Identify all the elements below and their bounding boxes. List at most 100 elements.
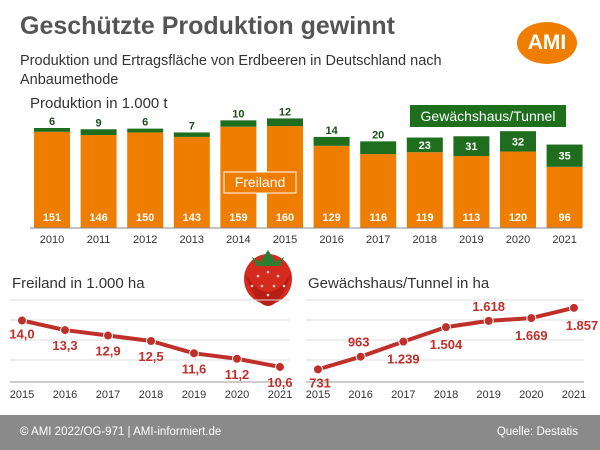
gewaechshaus-area-value-label: 1.504 [430, 337, 463, 352]
gewaechshaus-area-x-tick-label: 2021 [562, 389, 586, 401]
bar-x-tick-label: 2017 [366, 234, 390, 246]
gewaechshaus-area-point [483, 315, 494, 326]
bar-gewaechshaus-label: 35 [558, 151, 570, 163]
bar-x-tick-label: 2020 [506, 234, 530, 246]
gewaechshaus-area-point [526, 313, 537, 324]
freiland-area-point [189, 348, 199, 359]
freiland-area-point [60, 325, 70, 336]
bar-gewaechshaus-label: 7 [189, 120, 195, 132]
bar-freiland-label: 113 [463, 212, 481, 224]
bar-x-tick-label: 2015 [273, 234, 297, 246]
bar-gewaechshaus [173, 132, 210, 137]
gewaechshaus-area-x-tick-label: 2015 [306, 389, 330, 401]
gewaechshaus-area-point [355, 351, 366, 362]
bar-gewaechshaus-label: 14 [325, 125, 338, 137]
gewaechshaus-area-x-tick-label: 2016 [348, 389, 372, 401]
bar-x-tick-label: 2011 [87, 234, 111, 246]
bar-chart-title: Produktion in 1.000 t [30, 95, 168, 112]
bar-freiland-label: 159 [229, 212, 247, 224]
bar-freiland-label: 129 [322, 212, 340, 224]
page-title: Geschützte Produktion gewinnt [20, 12, 396, 40]
gewaechshaus-area-value-label: 1.239 [387, 352, 420, 367]
bar-freiland-label: 143 [183, 212, 201, 224]
legend-freiland-label: Freiland [235, 174, 286, 190]
bar-gewaechshaus-label: 31 [465, 141, 477, 153]
freiland-area-x-tick-label: 2016 [53, 389, 77, 401]
freiland-area-x-tick-label: 2019 [182, 389, 206, 401]
bar-gewaechshaus-label: 10 [232, 108, 244, 120]
bar-gewaechshaus-label: 23 [419, 140, 431, 152]
bar-gewaechshaus [453, 136, 490, 157]
bar-x-tick-label: 2016 [319, 234, 343, 246]
bar-gewaechshaus-label: 12 [279, 106, 291, 118]
gewaechshaus-area-point [398, 336, 409, 347]
freiland-area-point [103, 330, 113, 341]
bar-gewaechshaus [34, 127, 70, 132]
freiland-area-value-label: 11,6 [182, 361, 207, 376]
bar-gewaechshaus-label: 9 [96, 117, 102, 129]
bar-freiland [80, 134, 117, 228]
bar-freiland-label: 146 [89, 212, 107, 224]
bar-freiland [313, 145, 350, 228]
footer-source: Quelle: Destatis [496, 426, 578, 438]
gewaechshaus-area-x-tick-label: 2019 [476, 389, 500, 401]
bar-gewaechshaus-label: 32 [512, 136, 524, 148]
strawberry-icon [244, 250, 292, 306]
gewaechshaus-area-value-label: 731 [309, 375, 331, 390]
freiland-area-point [232, 353, 242, 364]
gewaechshaus-area-value-label: 963 [348, 335, 370, 350]
gewaechshaus-area-point [313, 364, 323, 375]
freiland-area-value-label: 10,6 [267, 375, 292, 390]
gewaechshaus-area-value-label: 1.618 [472, 299, 505, 314]
bar-freiland-label: 120 [509, 212, 527, 224]
legend-gewaechshaus-label: Gewächshaus/Tunnel [421, 108, 556, 124]
bar-freiland [500, 151, 536, 228]
ami-logo: AMI [517, 22, 577, 64]
bar-gewaechshaus [406, 137, 443, 153]
bar-x-tick-label: 2018 [413, 234, 437, 246]
bar-freiland [173, 136, 210, 228]
bar-freiland-label: 116 [369, 212, 387, 224]
freiland-area-x-tick-label: 2020 [225, 389, 249, 401]
freiland-area-x-tick-label: 2017 [96, 389, 120, 401]
freiland-area-value-label: 11,2 [225, 367, 250, 382]
freiland-area-x-tick-label: 2021 [268, 389, 292, 401]
bar-x-tick-label: 2010 [40, 234, 64, 246]
freiland-area-value-label: 12,5 [138, 349, 163, 364]
bar-freiland [453, 156, 490, 228]
footer-copyright: © AMI 2022/OG-971 | AMI-informiert.de [20, 426, 222, 438]
gewaechshaus-area-x-tick-label: 2018 [434, 389, 458, 401]
bar-freiland [127, 132, 164, 228]
bar-gewaechshaus-label: 20 [372, 129, 384, 141]
freiland-area-x-tick-label: 2015 [10, 389, 34, 401]
bar-gewaechshaus [80, 129, 117, 135]
bar-gewaechshaus [546, 144, 583, 167]
bar-freiland-label: 151 [43, 212, 61, 224]
bar-gewaechshaus-label: 6 [49, 116, 55, 128]
bar-gewaechshaus [500, 131, 536, 152]
freiland-area-value-label: 14,0 [9, 327, 34, 342]
bar-x-tick-label: 2014 [226, 234, 250, 246]
freiland-area-value-label: 13,3 [52, 338, 77, 353]
gewaechshaus-area-point [441, 322, 451, 333]
chart-canvas: Produktion in 1.000 t1516201014692011150… [9, 95, 598, 401]
gewaechshaus-area-x-tick-label: 2020 [519, 389, 543, 401]
bar-gewaechshaus [267, 118, 303, 127]
bar-gewaechshaus [360, 141, 397, 155]
bar-x-tick-label: 2013 [180, 234, 204, 246]
legend-freiland-box [223, 171, 297, 194]
freiland-area-point [146, 336, 156, 346]
bar-gewaechshaus-label: 6 [142, 117, 148, 129]
bar-gewaechshaus [220, 120, 257, 127]
bar-x-tick-label: 2012 [133, 234, 157, 246]
freiland-area-title: Freiland in 1.000 ha [12, 275, 145, 292]
legend-gewaechshaus-box [410, 105, 566, 127]
gewaechshaus-area-point [569, 302, 579, 313]
freiland-area-point [17, 315, 27, 326]
freiland-area-point [275, 361, 285, 372]
bar-freiland [360, 154, 397, 228]
gewaechshaus-area-title: Gewächshaus/Tunnel in ha [308, 275, 490, 292]
page-subtitle: Produktion und Ertragsfläche von Erdbeer… [20, 53, 442, 88]
bar-freiland-label: 96 [558, 212, 570, 224]
